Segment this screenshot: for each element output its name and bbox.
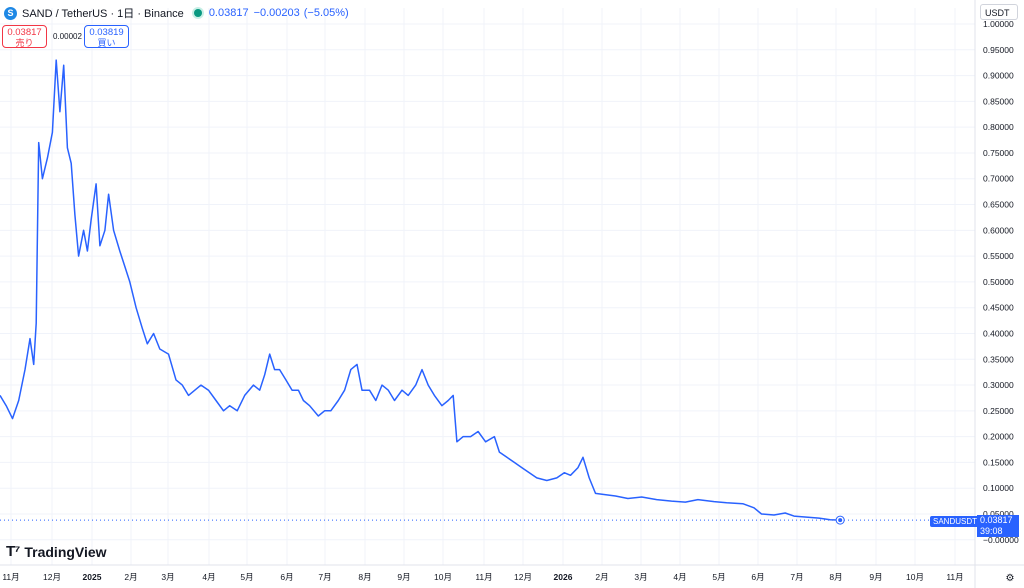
x-axis-tick-label: 10月 — [434, 572, 452, 582]
tradingview-logo-icon: T⁷ — [6, 543, 20, 560]
y-axis-tick-label: 0.35000 — [983, 354, 1014, 364]
x-axis-tick-label: 4月 — [202, 572, 215, 582]
sell-button[interactable]: 0.03817 売り — [2, 25, 47, 48]
last-price-marker — [838, 518, 843, 523]
x-axis-tick-label: 8月 — [829, 572, 842, 582]
tradingview-logo-text: TradingView — [24, 543, 107, 560]
y-axis-tick-label: 0.20000 — [983, 432, 1014, 442]
x-axis-tick-label: 2025 — [83, 572, 102, 582]
y-axis-tick-label: 0.70000 — [983, 174, 1014, 184]
header-last-price: 0.03817 — [208, 7, 249, 19]
x-axis-tick-label: 12月 — [43, 572, 61, 582]
x-axis-tick-label: 3月 — [161, 572, 174, 582]
x-axis-tick-label: 8月 — [358, 572, 371, 582]
y-axis-tick-label: −0.00000 — [983, 535, 1019, 545]
x-axis-tick-label: 9月 — [869, 572, 882, 582]
x-axis-tick-label: 12月 — [514, 572, 532, 582]
x-axis-tick-label: 11月 — [946, 572, 963, 582]
x-axis-tick-label: 2月 — [595, 572, 608, 582]
y-axis-tick-label: 0.75000 — [983, 148, 1014, 158]
y-axis-tick-label: 0.45000 — [983, 303, 1014, 313]
gear-icon[interactable]: ⚙ — [1005, 573, 1015, 584]
x-axis-tick-label: 11月 — [2, 572, 19, 582]
x-axis-tick-label: 5月 — [712, 572, 725, 582]
y-axis-tick-label: 0.60000 — [983, 225, 1014, 235]
currency-selector[interactable]: USDT — [980, 4, 1018, 20]
x-axis-tick-label: 2026 — [554, 572, 573, 582]
header-change: −0.00203 — [253, 7, 300, 19]
y-axis-tick-label: 1.00000 — [983, 19, 1014, 29]
symbol-icon: S — [4, 6, 17, 20]
current-symbol-tag: SANDUSDT — [930, 516, 981, 527]
sell-price: 0.03817 — [7, 27, 42, 38]
x-axis-tick-label: 11月 — [475, 572, 492, 582]
buy-button[interactable]: 0.03819 買い — [84, 25, 129, 48]
current-price-value: 0.03817 — [980, 515, 1013, 525]
y-axis-tick-label: 0.30000 — [983, 380, 1014, 390]
x-axis-tick-label: 6月 — [751, 572, 764, 582]
price-series-line — [0, 59, 841, 521]
x-axis-tick-label: 9月 — [397, 572, 410, 582]
y-axis-tick-label: 0.10000 — [983, 483, 1014, 493]
x-axis-tick-label: 10月 — [906, 572, 924, 582]
y-axis-tick-label: 0.50000 — [983, 277, 1014, 287]
y-axis-tick-label: 0.55000 — [983, 251, 1014, 261]
y-axis-tick-label: 0.65000 — [983, 200, 1014, 210]
tradingview-logo[interactable]: T⁷ TradingView — [6, 543, 107, 560]
bar-countdown: 39:08 — [980, 526, 1003, 536]
y-axis-tick-label: 0.15000 — [983, 457, 1014, 467]
x-axis-tick-label: 6月 — [280, 572, 293, 582]
sell-label: 売り — [15, 38, 34, 48]
current-price-label: 0.03817 39:08 — [977, 515, 1019, 537]
buy-label: 買い — [97, 38, 116, 48]
x-axis-tick-label: 4月 — [673, 572, 686, 582]
market-status-dot — [193, 9, 202, 17]
chart-header: S SAND / TetherUS · 1日 · Binance 0.03817… — [0, 0, 349, 26]
y-axis-tick-label: 0.25000 — [983, 406, 1014, 416]
symbol-title[interactable]: SAND / TetherUS · 1日 · Binance — [22, 8, 184, 20]
y-axis-tick-label: 0.05000 — [983, 509, 1014, 519]
x-axis-tick-label: 2月 — [124, 572, 137, 582]
y-axis-tick-label: 0.85000 — [983, 96, 1014, 106]
buy-price: 0.03819 — [89, 27, 124, 38]
spread-value: 0.00002 — [53, 32, 82, 41]
y-axis-tick-label: 0.40000 — [983, 328, 1014, 338]
x-axis-tick-label: 3月 — [634, 572, 647, 582]
y-axis-tick-label: 0.95000 — [983, 45, 1014, 55]
header-change-percent: (−5.05%) — [303, 7, 349, 19]
y-axis-tick-label: 0.80000 — [983, 122, 1014, 132]
y-axis-tick-label: 0.90000 — [983, 71, 1014, 81]
x-axis-tick-label: 5月 — [240, 572, 253, 582]
x-axis-tick-label: 7月 — [790, 572, 803, 582]
x-axis-tick-label: 7月 — [318, 572, 331, 582]
